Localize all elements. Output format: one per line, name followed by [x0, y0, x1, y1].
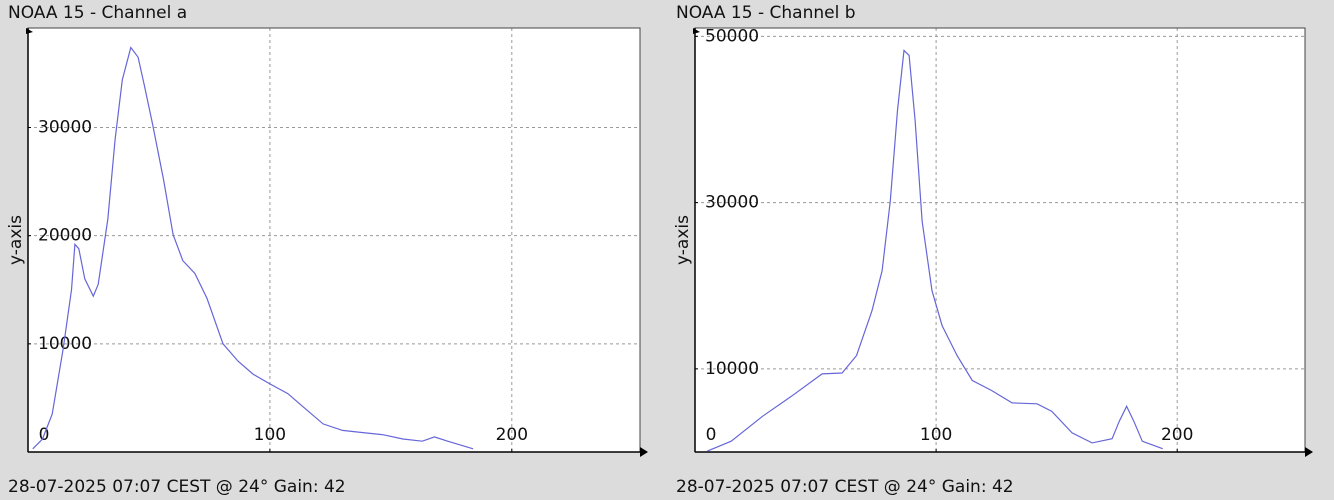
- x-tick-label: 200: [496, 425, 528, 445]
- chart-title: NOAA 15 - Channel b: [676, 3, 856, 23]
- x-tick-label: 200: [1161, 425, 1193, 445]
- data-line: [32, 46, 474, 450]
- y-tick-label: 20000: [38, 226, 92, 246]
- y-axis-label: y-axis: [6, 215, 26, 265]
- y-axis-arrow: [693, 28, 700, 34]
- status-footer: 28-07-2025 07:07 CEST @ 24° Gain: 42: [8, 477, 346, 497]
- chart-title: NOAA 15 - Channel a: [8, 3, 187, 23]
- y-axis-label: y-axis: [673, 215, 693, 265]
- y-tick-label: 50000: [705, 26, 759, 46]
- y-axis-arrow: [26, 28, 33, 34]
- chart-panel: NOAA 15 - Channel b 28-07-2025 07:07 CEST…: [673, 3, 1313, 497]
- x-tick-label: 100: [254, 425, 286, 445]
- x-tick-label: 0: [706, 425, 717, 445]
- plot-area: [28, 28, 640, 452]
- plot-area: [695, 28, 1305, 452]
- x-axis-arrow: [1305, 447, 1313, 457]
- status-footer: 28-07-2025 07:07 CEST @ 24° Gain: 42: [676, 477, 1014, 497]
- y-tick-label: 30000: [38, 118, 92, 138]
- data-line: [706, 49, 1163, 452]
- y-tick-label: 10000: [705, 359, 759, 379]
- chart-panel: NOAA 15 - Channel a 28-07-2025 07:07 CEST…: [6, 3, 648, 497]
- y-tick-label: 10000: [38, 334, 92, 354]
- x-tick-label: 100: [920, 425, 952, 445]
- x-axis-arrow: [640, 447, 648, 457]
- y-tick-label: 30000: [705, 193, 759, 213]
